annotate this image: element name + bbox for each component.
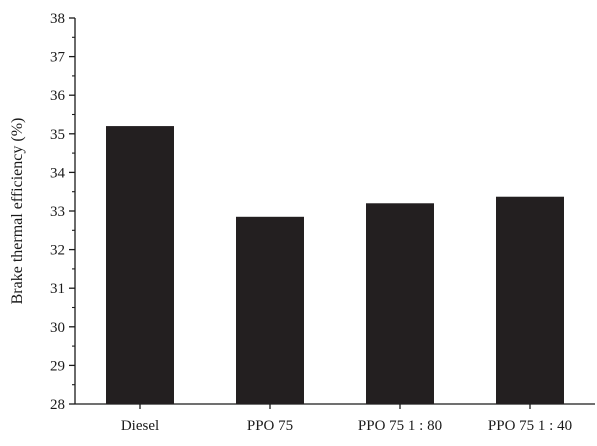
y-tick-label: 31 — [50, 281, 65, 297]
y-tick-label: 36 — [50, 88, 66, 104]
x-tick-label: PPO 75 1 : 80 — [358, 418, 442, 434]
bar — [496, 196, 564, 404]
x-tick-label: PPO 75 — [247, 418, 293, 434]
y-tick-label: 37 — [50, 50, 66, 66]
y-tick-label: 30 — [50, 320, 65, 336]
y-tick-label: 29 — [50, 358, 65, 374]
y-tick-label: 34 — [50, 165, 66, 181]
x-tick-label: PPO 75 1 : 40 — [488, 418, 572, 434]
bar — [366, 203, 434, 404]
y-tick-label: 32 — [50, 243, 65, 259]
y-axis-label: Brake thermal efficiency (%) — [9, 118, 26, 305]
y-tick-label: 28 — [50, 397, 65, 413]
x-axis: Diesel PPO 75 PPO 75 1 : 80 PPO 75 1 : 40 — [75, 403, 595, 434]
bar — [106, 126, 174, 404]
y-tick-label: 38 — [50, 11, 65, 27]
bar — [236, 216, 304, 404]
y-tick-label: 33 — [50, 204, 65, 220]
bars — [106, 126, 564, 404]
y-tick-label: 35 — [50, 127, 65, 143]
x-tick-label: Diesel — [121, 418, 159, 434]
y-axis: 28 29 30 31 32 33 34 35 36 37 38 — [50, 11, 76, 413]
